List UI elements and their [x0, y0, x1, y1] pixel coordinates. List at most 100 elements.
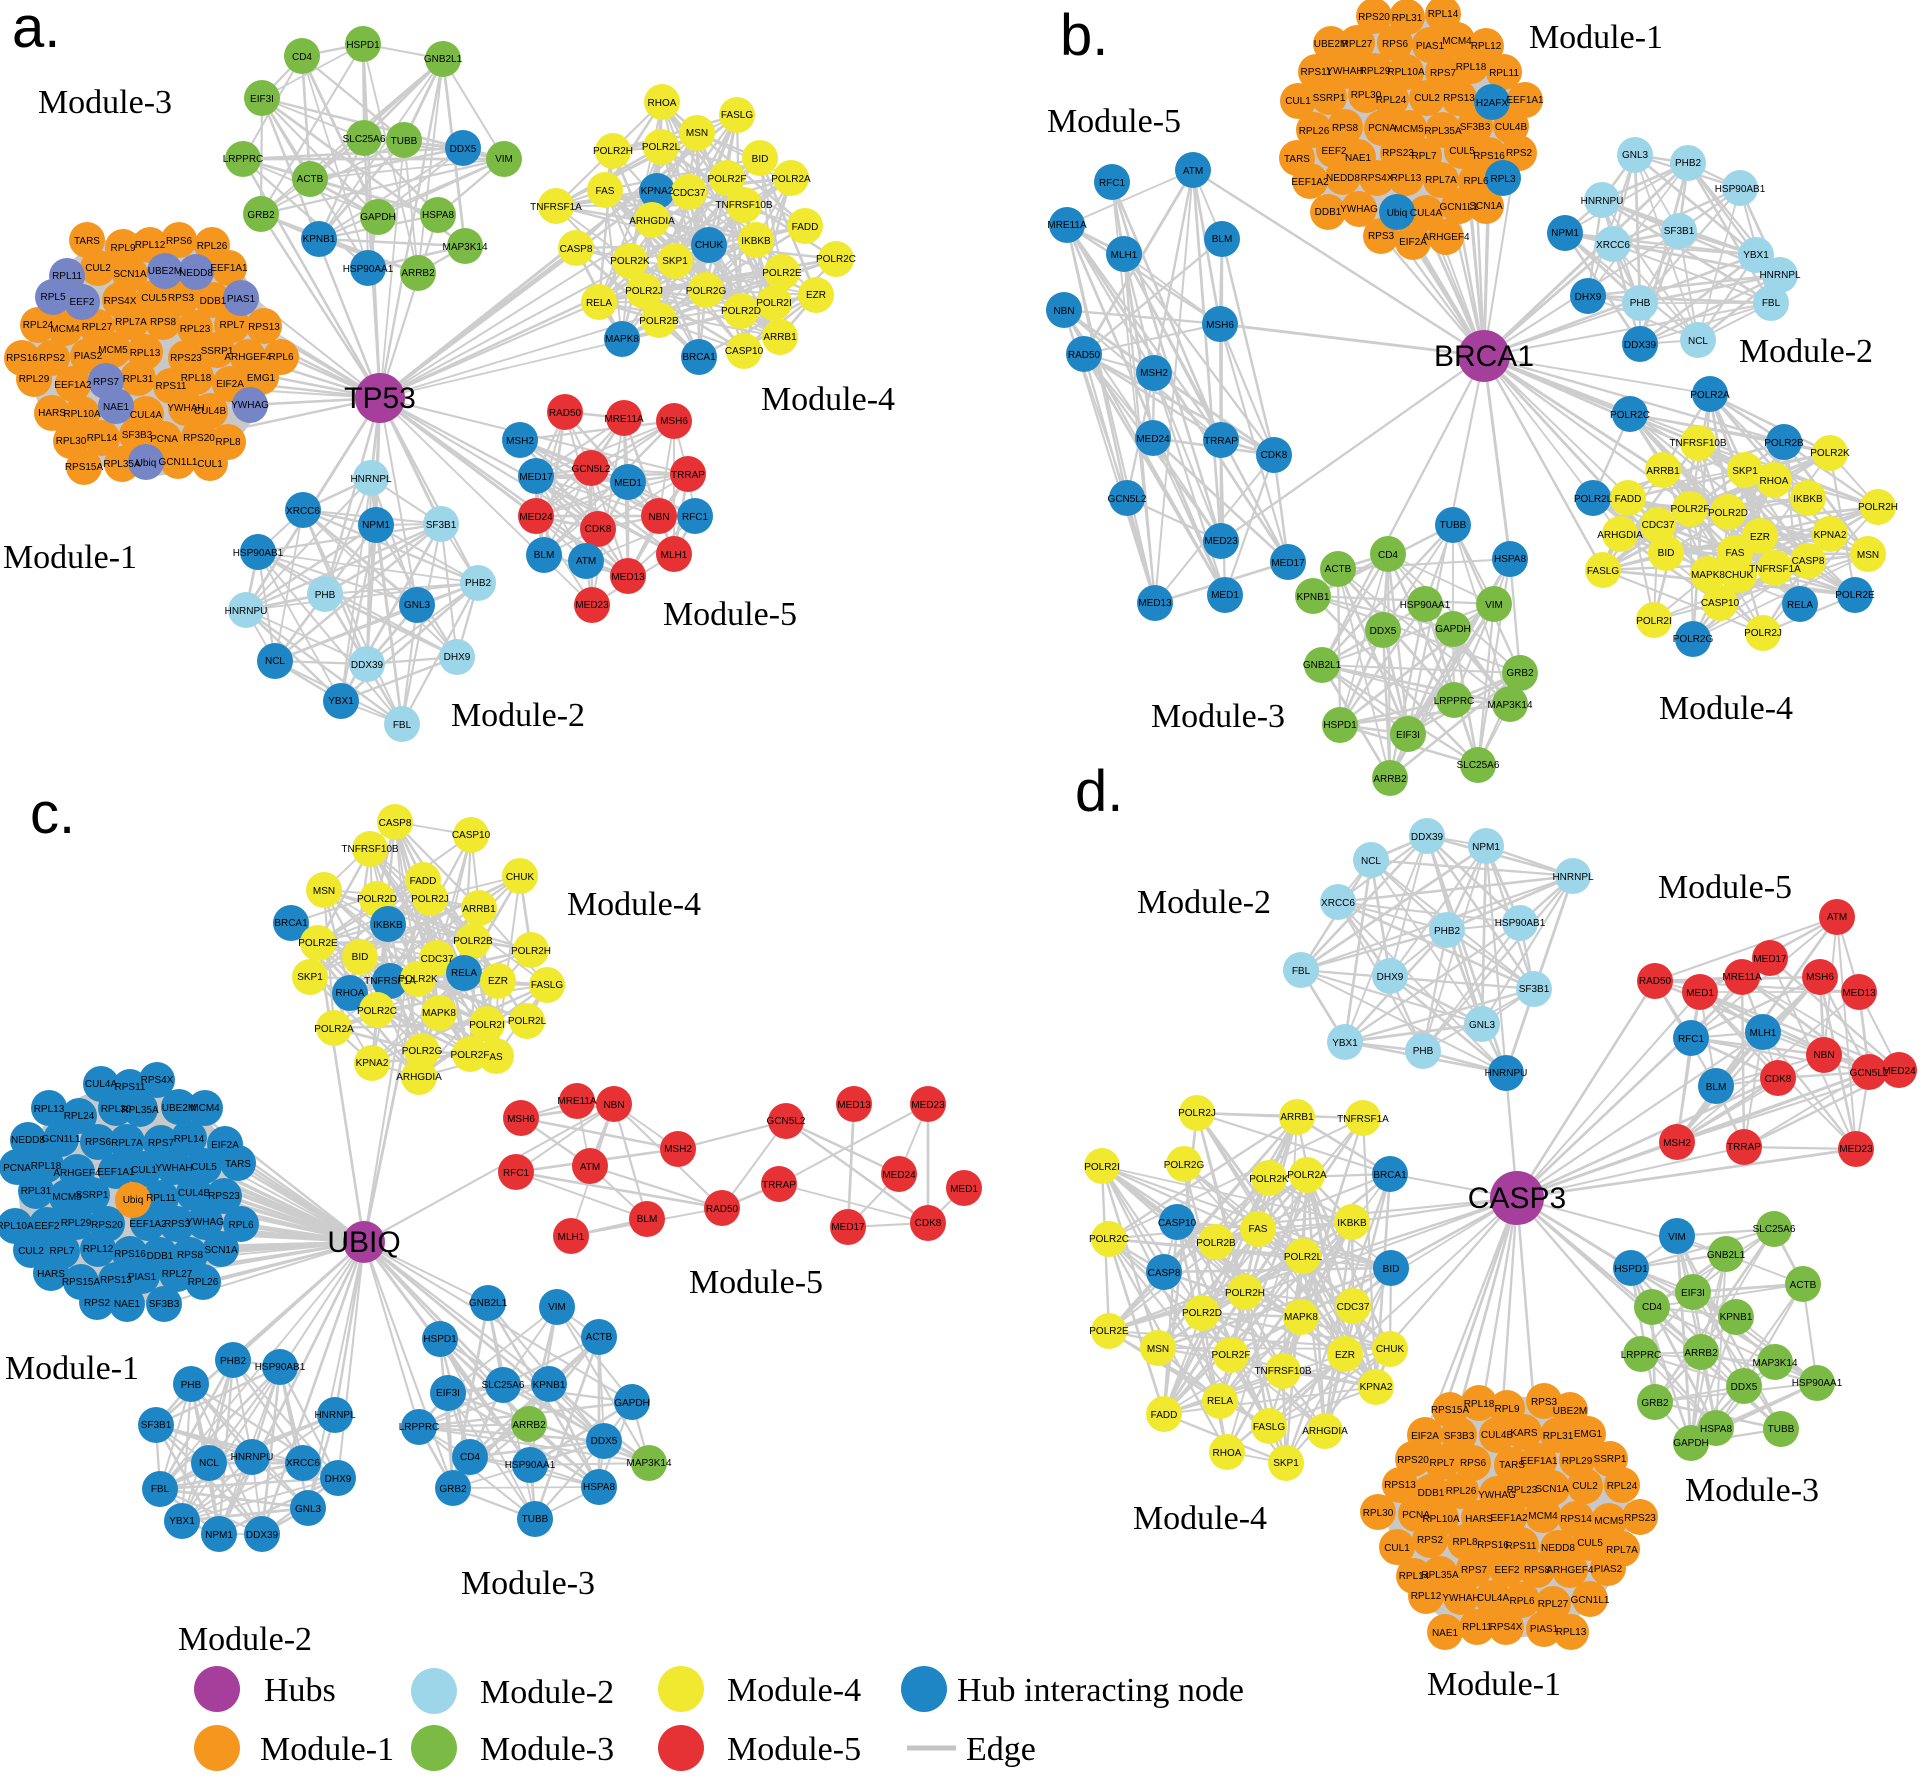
svg-text:a.: a. [12, 0, 60, 60]
svg-text:RPL7A: RPL7A [115, 317, 147, 328]
svg-text:RHOA: RHOA [1213, 1448, 1242, 1459]
svg-text:SF3B1: SF3B1 [1664, 226, 1695, 237]
svg-text:GRB2: GRB2 [1641, 1398, 1669, 1409]
svg-text:EIF2A: EIF2A [216, 379, 244, 390]
svg-text:PCNA: PCNA [3, 1163, 31, 1174]
svg-text:RPL26: RPL26 [1446, 1486, 1477, 1497]
svg-text:CDC37: CDC37 [1337, 1302, 1370, 1313]
svg-text:MAPK8: MAPK8 [1691, 570, 1725, 581]
svg-text:ARHGDIA: ARHGDIA [1597, 530, 1643, 541]
svg-text:PHB: PHB [315, 590, 336, 601]
svg-text:GAPDH: GAPDH [1435, 624, 1471, 635]
svg-text:DDX5: DDX5 [1370, 626, 1397, 637]
svg-text:XRCC6: XRCC6 [286, 1458, 320, 1469]
svg-text:MED17: MED17 [1753, 954, 1787, 965]
svg-text:HSPD1: HSPD1 [346, 40, 380, 51]
svg-text:MED13: MED13 [837, 1100, 871, 1111]
svg-text:MED24: MED24 [519, 512, 553, 523]
svg-text:MED24: MED24 [1882, 1066, 1916, 1077]
svg-text:RAD50: RAD50 [1639, 976, 1672, 987]
svg-text:Module-4: Module-4 [1659, 690, 1793, 727]
svg-text:NBN: NBN [648, 512, 669, 523]
svg-text:GNB2L1: GNB2L1 [1707, 1250, 1746, 1261]
svg-text:IKBKB: IKBKB [1337, 1218, 1367, 1229]
svg-text:TARS: TARS [1499, 1460, 1525, 1471]
svg-text:ARRB2: ARRB2 [1373, 774, 1407, 785]
svg-text:RPL13: RPL13 [1391, 173, 1422, 184]
svg-text:DDB1: DDB1 [200, 296, 227, 307]
svg-text:MED23: MED23 [911, 1100, 945, 1111]
svg-text:ARHGEF4: ARHGEF4 [224, 352, 272, 363]
svg-text:Module-3: Module-3 [1685, 1472, 1819, 1509]
svg-text:POLR2H: POLR2H [1858, 502, 1898, 513]
svg-text:RPL24: RPL24 [64, 1111, 95, 1122]
svg-text:RPL11: RPL11 [146, 1193, 176, 1204]
svg-text:RPL26: RPL26 [197, 241, 228, 252]
svg-text:RPL9: RPL9 [1494, 1404, 1519, 1415]
svg-text:EZR: EZR [806, 290, 826, 301]
svg-text:POLR2A: POLR2A [771, 174, 811, 185]
svg-text:Hubs: Hubs [264, 1672, 336, 1709]
svg-text:MSN: MSN [686, 128, 708, 139]
svg-text:SCN1A: SCN1A [204, 1245, 238, 1256]
svg-text:BRCA1: BRCA1 [682, 352, 716, 363]
svg-text:GCN1L1: GCN1L1 [1571, 1595, 1610, 1606]
svg-text:RPL18: RPL18 [181, 373, 212, 384]
svg-text:HARS: HARS [37, 1269, 65, 1280]
svg-text:RPS8: RPS8 [1524, 1565, 1551, 1576]
svg-text:CD4: CD4 [292, 52, 312, 63]
svg-text:FBL: FBL [1292, 966, 1311, 977]
svg-text:RPS3: RPS3 [168, 293, 195, 304]
svg-text:POLR2I: POLR2I [1636, 616, 1672, 627]
svg-text:PHB: PHB [181, 1380, 202, 1391]
svg-text:SF3B1: SF3B1 [141, 1420, 172, 1431]
svg-text:RPL14: RPL14 [1399, 1571, 1430, 1582]
svg-text:DHX9: DHX9 [1575, 292, 1602, 303]
svg-text:GRB2: GRB2 [439, 1484, 467, 1495]
svg-text:POLR2G: POLR2G [1164, 1160, 1205, 1171]
svg-text:SSRP1: SSRP1 [76, 1190, 109, 1201]
svg-text:POLR2C: POLR2C [357, 1006, 397, 1017]
svg-text:RPS11: RPS11 [1506, 1541, 1537, 1552]
svg-text:RPL10A: RPL10A [0, 1221, 34, 1232]
svg-text:RPL23: RPL23 [1507, 1485, 1538, 1496]
svg-text:TUBB: TUBB [522, 1514, 549, 1525]
svg-text:b.: b. [1060, 3, 1108, 68]
svg-text:c.: c. [30, 781, 75, 846]
svg-text:TNFRSF10B: TNFRSF10B [1254, 1366, 1312, 1377]
svg-text:RPS8: RPS8 [150, 317, 177, 328]
svg-text:RPL13: RPL13 [1556, 1627, 1587, 1638]
svg-text:YBX1: YBX1 [328, 696, 354, 707]
svg-text:UBE2M: UBE2M [162, 1103, 196, 1114]
svg-text:MSH2: MSH2 [1663, 1138, 1691, 1149]
svg-text:GNB2L1: GNB2L1 [1303, 660, 1342, 671]
svg-text:RPL31: RPL31 [1543, 1431, 1574, 1442]
svg-text:RFC1: RFC1 [682, 512, 709, 523]
svg-text:RPL6: RPL6 [268, 352, 293, 363]
svg-text:TNFRSF10B: TNFRSF10B [1669, 438, 1727, 449]
svg-text:RPS6: RPS6 [1382, 39, 1409, 50]
svg-text:CUL4A: CUL4A [85, 1079, 118, 1090]
svg-text:Module-3: Module-3 [461, 1565, 595, 1602]
svg-text:RPL9: RPL9 [110, 243, 135, 254]
svg-text:SCN1A: SCN1A [113, 269, 147, 280]
svg-text:EIF3I: EIF3I [1396, 730, 1420, 741]
svg-text:EEF1A1: EEF1A1 [1506, 95, 1544, 106]
svg-text:CASP10: CASP10 [725, 346, 764, 357]
svg-text:GCN1L1: GCN1L1 [159, 457, 198, 468]
svg-text:RPL35A: RPL35A [121, 1105, 159, 1116]
svg-text:EIF3I: EIF3I [250, 94, 274, 105]
svg-text:RPS7: RPS7 [93, 377, 120, 388]
svg-text:RPS4X: RPS4X [1490, 1622, 1523, 1633]
svg-text:Module-2: Module-2 [480, 1674, 614, 1711]
svg-text:RPS2: RPS2 [1417, 1535, 1444, 1546]
svg-text:RPS13: RPS13 [1384, 1480, 1416, 1491]
svg-text:EMG1: EMG1 [247, 373, 276, 384]
svg-text:PIAS2: PIAS2 [1594, 1564, 1623, 1575]
svg-text:NCL: NCL [1688, 336, 1708, 347]
svg-text:RHOA: RHOA [336, 988, 365, 999]
svg-text:AS: AS [489, 1052, 503, 1063]
svg-text:EZR: EZR [488, 976, 508, 987]
svg-text:GCN5L2: GCN5L2 [1108, 494, 1147, 505]
svg-text:NPM1: NPM1 [362, 520, 390, 531]
